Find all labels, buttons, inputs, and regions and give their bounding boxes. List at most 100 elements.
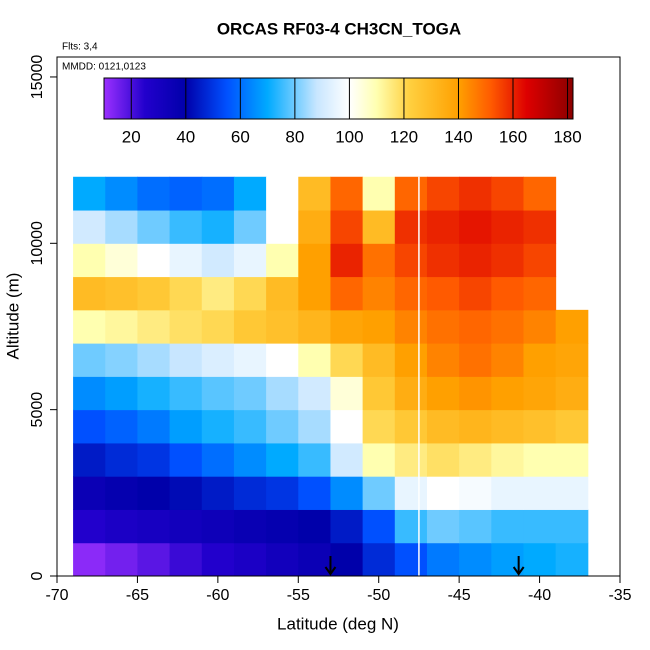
heat-cell (105, 442, 138, 477)
heat-cell (330, 210, 364, 244)
heat-cell (105, 409, 138, 444)
heat-cell (491, 509, 524, 544)
x-tick-label: -45 (448, 587, 471, 604)
heat-cell (555, 309, 589, 344)
heat-cell (362, 276, 396, 311)
heat-cell (201, 542, 235, 577)
heat-cell (298, 276, 331, 311)
heat-cell (73, 243, 106, 278)
heat-cell (233, 210, 267, 244)
heat-cell (426, 276, 460, 311)
heat-cell (298, 476, 331, 510)
heat-cell (555, 542, 589, 577)
heat-cell (169, 542, 203, 577)
heat-cell (394, 409, 428, 444)
heat-cell (266, 243, 299, 278)
colorbar-tick-label: 20 (122, 127, 141, 146)
heat-cell (426, 343, 460, 377)
heat-cell (73, 176, 106, 211)
heat-cell (105, 309, 138, 344)
heat-cell (523, 409, 557, 444)
heat-cell (298, 309, 331, 344)
heat-cell (523, 442, 557, 477)
heat-cell (394, 442, 428, 477)
heat-cell (233, 343, 267, 377)
heat-cell (362, 542, 396, 577)
heat-cell (266, 442, 299, 477)
heat-cell (169, 376, 203, 411)
heat-cell (555, 343, 589, 377)
colorbar-tick-label: 140 (444, 127, 472, 146)
heat-cell (105, 476, 138, 510)
heat-cell (233, 442, 267, 477)
x-tick-label: -50 (367, 587, 390, 604)
heat-cell (169, 276, 203, 311)
heat-cell (266, 309, 299, 344)
heat-cell (330, 376, 364, 411)
note: Flts: 3,4 (62, 42, 98, 53)
heat-cell (491, 176, 524, 211)
colorbar-tick-label: 80 (285, 127, 304, 146)
heat-cell (394, 476, 428, 510)
heat-cell (330, 442, 364, 477)
heat-cell (555, 409, 589, 444)
heat-cell (105, 176, 138, 211)
heat-cell (426, 309, 460, 344)
heat-cell (73, 309, 106, 344)
heat-cell (523, 376, 557, 411)
heat-cell (298, 542, 331, 577)
heat-cell (233, 176, 267, 211)
heat-cell (330, 509, 364, 544)
heat-cell (491, 409, 524, 444)
heat-cell (298, 442, 331, 477)
heat-cell (426, 442, 460, 477)
heat-cell (233, 509, 267, 544)
arrow (324, 556, 337, 576)
heat-cell (426, 509, 460, 544)
heat-cell (266, 276, 299, 311)
heat-cell (233, 476, 267, 510)
plot-frame (56, 56, 621, 577)
heat-cell (459, 476, 492, 510)
heat-cell (266, 476, 299, 510)
heat-cell (523, 210, 557, 244)
heat-cell (233, 542, 267, 577)
heat-cell (362, 210, 396, 244)
heat-cell (73, 376, 106, 411)
heat-cell (266, 542, 299, 577)
heat-cell (459, 276, 492, 311)
heat-cell (298, 509, 331, 544)
heat-cell (73, 409, 106, 444)
heat-cell (233, 309, 267, 344)
heat-cell (105, 343, 138, 377)
heat-cell (233, 276, 267, 311)
y-tick-label: 0 (29, 571, 46, 580)
heat-cell (73, 476, 106, 510)
heat-cell (201, 176, 235, 211)
heat-cell (298, 243, 331, 278)
heat-cell (426, 376, 460, 411)
heat-cell (330, 409, 364, 444)
heat-cell (459, 376, 492, 411)
heat-cell (491, 343, 524, 377)
heat-cell (491, 376, 524, 411)
heat-cell (330, 276, 364, 311)
heat-cell (362, 476, 396, 510)
heat-cell (298, 343, 331, 377)
heat-cell (266, 343, 299, 377)
heat-cell (523, 276, 557, 311)
heat-cell (459, 309, 492, 344)
colorbar-tick-label: 100 (335, 127, 363, 146)
heat-cell (330, 176, 364, 211)
heat-cell (426, 176, 460, 211)
heat-cell (169, 343, 203, 377)
heat-cell (523, 476, 557, 510)
heat-cell (201, 376, 235, 411)
heat-cell (394, 176, 428, 211)
x-tick-label: -35 (608, 587, 631, 604)
heat-cell (491, 309, 524, 344)
heat-cell (266, 376, 299, 411)
heat-cell (105, 376, 138, 411)
heat-cell (426, 409, 460, 444)
